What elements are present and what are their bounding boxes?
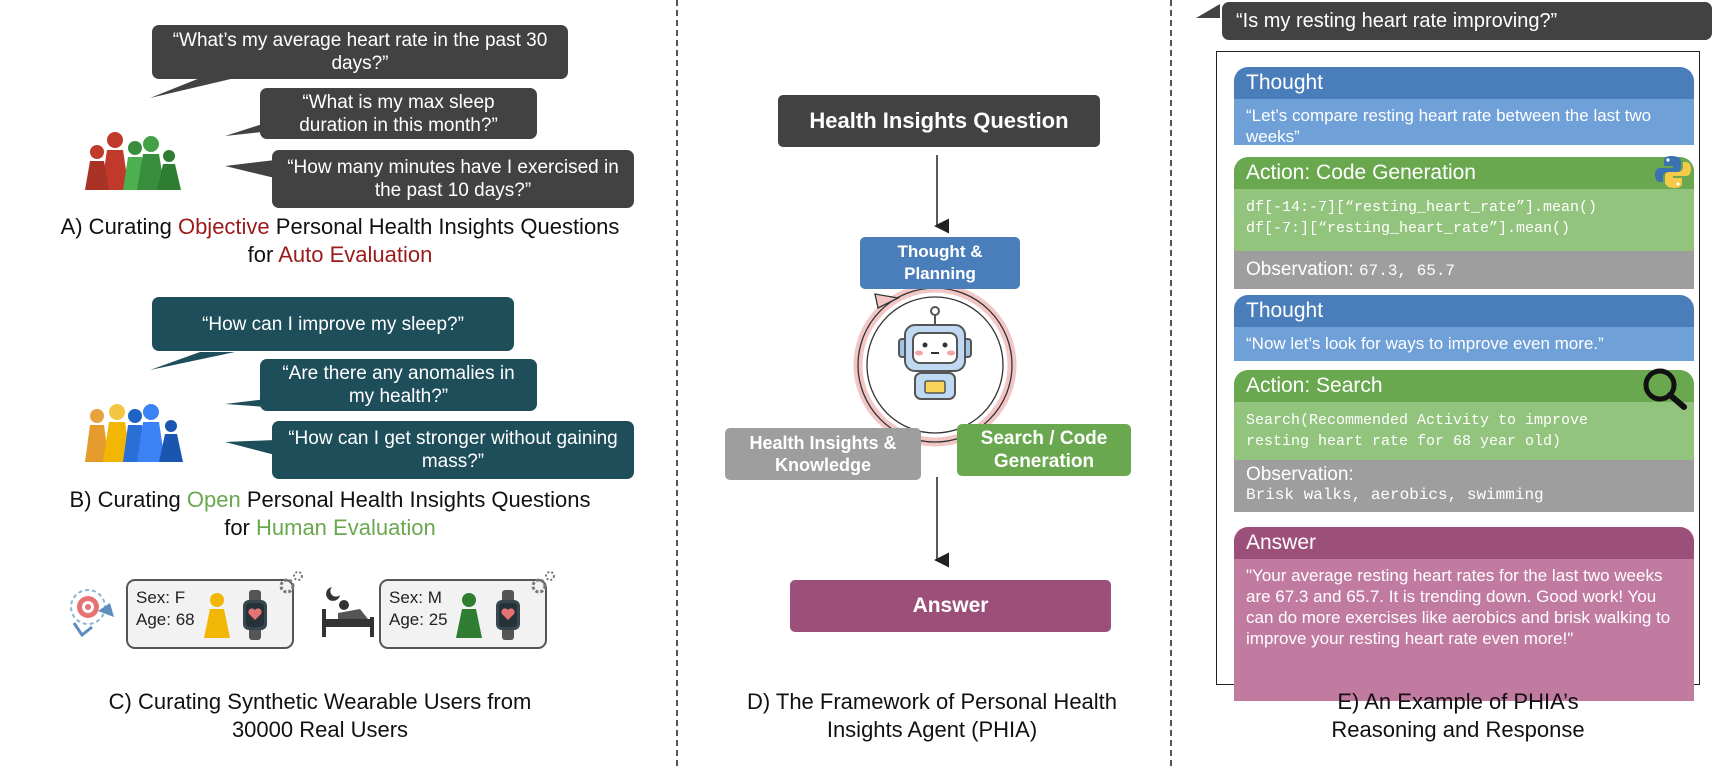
caption-c: C) Curating Synthetic Wearable Users fro… (108, 689, 532, 742)
action-code: df[-14:-7][“resting_heart_rate”].mean() … (1234, 189, 1694, 251)
user-age: Age: 25 (389, 610, 448, 629)
smartwatch-icon (243, 590, 267, 640)
question-bubble-a1: “What’s my average heart rate in the pas… (152, 25, 568, 79)
action-search-section: Action: Search Search(Recommended Activi… (1234, 370, 1694, 512)
health-question-box: Health Insights Question (778, 95, 1100, 147)
action-title: Action: Code Generation (1234, 157, 1694, 189)
fitness-target-icon (70, 589, 114, 637)
caption-b-open: Open (186, 487, 241, 512)
gear-icon (279, 571, 303, 594)
code-line: df[-14:-7][“resting_heart_rate”].mean() (1246, 199, 1598, 216)
question-bubble-b1: “How can I improve my sleep?” (152, 297, 514, 351)
thought-text: “Let’s compare resting heart rate betwee… (1234, 99, 1694, 146)
smartwatch-icon (496, 590, 520, 640)
observation-block: Observation: Brisk walks, aerobics, swim… (1234, 460, 1694, 512)
answer-box: Answer (790, 580, 1111, 632)
caption-b: B) Curating Open Personal Health Insight… (69, 487, 591, 540)
thought-title: Thought (1234, 295, 1694, 327)
action-code-section: Action: Code Generation df[-14:-7][“rest… (1234, 157, 1694, 289)
thought-section-1: Thought “Let’s compare resting heart rat… (1234, 67, 1694, 146)
question-bubble-a3: “How many minutes have I exercised in th… (272, 150, 634, 208)
user-question-tail (1196, 4, 1220, 18)
thought-section-2: Thought “Now let’s look for ways to impr… (1234, 295, 1694, 361)
user-sex: Sex: M (389, 588, 442, 607)
robot-icon (898, 306, 972, 400)
answer-section: Answer "Your average resting heart rates… (1234, 527, 1694, 701)
gear-icon (531, 571, 555, 594)
observation-row: Observation: 67.3, 65.7 (1234, 251, 1694, 289)
observation-value: 67.3, 65.7 (1359, 262, 1456, 280)
question-bubble-a2: “What is my max sleep duration in this m… (260, 88, 537, 139)
search-magnifier-icon (1643, 368, 1687, 410)
code-line: Search(Recommended Activity to improve (1246, 412, 1589, 429)
observation-label: Observation: (1246, 259, 1354, 280)
caption-d: D) The Framework of Personal Health Insi… (746, 689, 1118, 742)
divider-left (676, 0, 678, 766)
thought-title: Thought (1234, 67, 1694, 99)
thought-text: “Now let’s look for ways to improve even… (1234, 327, 1694, 361)
python-logo-icon (1655, 156, 1691, 188)
caption-a-auto-eval: Auto Evaluation (278, 242, 433, 267)
code-line: resting heart rate for 68 year old) (1246, 433, 1562, 450)
question-bubble-b2: “Are there any anomalies in my health?” (260, 359, 537, 411)
user-pawns-icon (85, 404, 183, 462)
user-pawns-icon (85, 132, 181, 190)
user-sex: Sex: F (136, 588, 186, 607)
knowledge-box: Health Insights & Knowledge (725, 428, 921, 480)
divider-right (1170, 0, 1172, 766)
caption-a: A) Curating Objective Personal Health In… (60, 214, 620, 267)
answer-text: "Your average resting heart rates for th… (1234, 559, 1694, 701)
observation-value: Brisk walks, aerobics, swimming (1246, 486, 1544, 504)
user-question-bubble: “Is my resting heart rate improving?” (1222, 2, 1712, 40)
green-pawn-icon (456, 593, 482, 638)
caption-b-human-eval: Human Evaluation (256, 515, 436, 540)
sleep-bed-icon (322, 587, 374, 637)
action-code: Search(Recommended Activity to improve r… (1234, 402, 1694, 460)
caption-a-objective: Objective (177, 214, 270, 239)
yellow-pawn-icon (204, 593, 230, 638)
user-age: Age: 68 (136, 610, 195, 629)
action-title: Action: Search (1234, 370, 1694, 402)
code-line: df[-7:][“resting_heart_rate”].mean() (1246, 220, 1571, 237)
caption-e: E) An Example of PHIA’s Reasoning and Re… (1331, 689, 1585, 742)
search-code-box: Search / Code Generation (957, 424, 1131, 476)
thought-planning-box: Thought & Planning (860, 237, 1020, 289)
answer-title: Answer (1234, 527, 1694, 559)
question-bubble-b3: “How can I get stronger without gaining … (272, 421, 634, 479)
observation-label: Observation: (1246, 464, 1354, 485)
